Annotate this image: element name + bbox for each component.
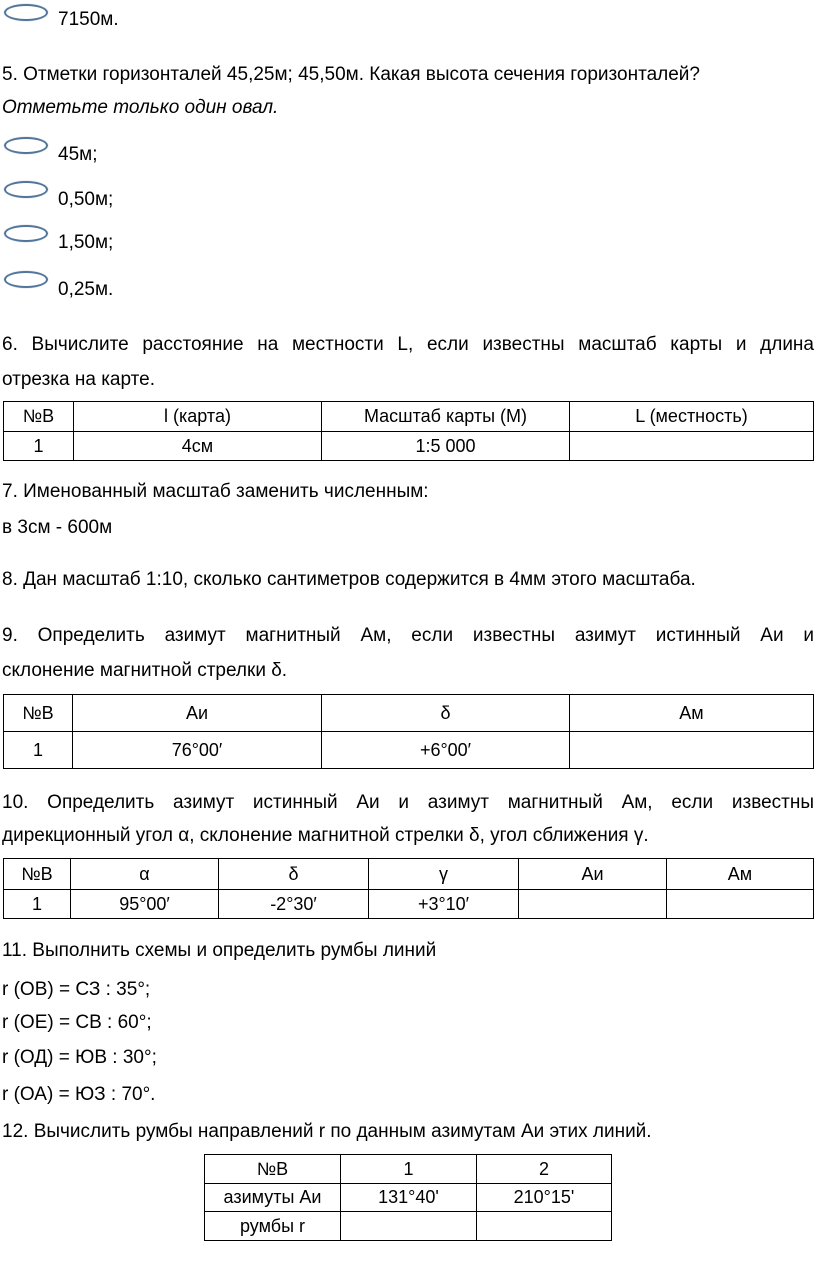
answer-cell[interactable] [569,731,814,769]
question-11: 11. Выполнить схемы и определить румбы л… [2,940,437,961]
question-7: 7. Именованный масштаб заменить численны… [2,481,429,502]
option-label: 0,25м. [58,279,114,300]
header-cell: L (местность) [569,401,814,432]
cell: -2°30′ [218,889,369,919]
header-cell: δ [218,858,369,890]
scale-table: №В l (карта) Масштаб карты (М) L (местность… [3,401,814,461]
direction-angle-table: №В α δ γ Аи Ам 1 95°00′ -2°30′ +3°10′ [3,858,814,919]
radio-oval[interactable] [4,4,48,21]
radio-oval[interactable] [4,225,48,242]
answer-cell[interactable] [666,889,814,919]
option-label: 7150м. [58,9,119,30]
rhumb-line: r (ОВ) = СЗ : 35°; [2,979,151,1000]
header-cell: Масштаб карты (М) [321,401,570,432]
cell: 95°00′ [70,889,219,919]
option-label: 1,50м; [58,232,114,253]
header-cell: Аи [518,858,667,890]
answer-cell[interactable] [569,431,814,461]
cell: +6°00′ [321,731,570,769]
question-6: 6. Вычислите расстояние на местности L, … [2,334,814,355]
rhumb-line: r (ОД) = ЮВ : 30°; [2,1047,157,1068]
header-cell: l (карта) [73,401,322,432]
question-10-cont: дирекционный угол α, склонение магнитной… [2,825,649,846]
header-cell: №В [3,858,71,890]
option-label: 0,50м; [58,189,114,210]
cell: 1:5 000 [321,431,570,461]
cell: 210°15' [476,1183,612,1212]
header-cell: δ [321,694,570,732]
header-cell: №В [3,694,73,732]
radio-oval[interactable] [4,137,48,154]
cell: 1 [3,731,73,769]
header-cell: α [70,858,219,890]
answer-cell[interactable] [476,1211,612,1241]
radio-oval[interactable] [4,271,48,288]
cell: 2 [476,1154,612,1184]
header-cell: Ам [666,858,814,890]
cell: №В [204,1154,341,1184]
rhumb-table: №В 1 2 азимуты Аи 131°40' 210°15' румбы r [204,1154,612,1241]
cell: румбы r [204,1211,341,1241]
azimuth-table: №В Аи δ Ам 1 76°00′ +6°00′ [3,694,814,769]
question-6-cont: отрезка на карте. [2,369,155,390]
cell: 1 [3,431,74,461]
header-cell: Ам [569,694,814,732]
header-cell: №В [3,401,74,432]
cell: 131°40' [340,1183,477,1212]
radio-oval[interactable] [4,181,48,198]
cell: 4см [73,431,322,461]
cell: 1 [340,1154,477,1184]
question-9-cont: склонение магнитной стрелки δ. [2,660,288,681]
header-cell: Аи [72,694,322,732]
cell: 1 [3,889,71,919]
cell: 76°00′ [72,731,322,769]
answer-cell[interactable] [340,1211,477,1241]
question-5: 5. Отметки горизонталей 45,25м; 45,50м. … [2,64,700,85]
question-10: 10. Определить азимут истинный Аи и азим… [2,792,814,813]
question-5-hint: Отметьте только один овал. [2,97,279,118]
question-8: 8. Дан масштаб 1:10, сколько сантиметров… [2,569,696,590]
cell: азимуты Аи [204,1183,341,1212]
rhumb-line: r (ОА) = ЮЗ : 70°. [2,1084,156,1105]
answer-cell[interactable] [518,889,667,919]
question-12: 12. Вычислить румбы направлений r по дан… [2,1121,652,1142]
question-9: 9. Определить азимут магнитный Ам, если … [2,625,814,646]
cell: +3°10′ [368,889,519,919]
option-label: 45м; [58,144,98,165]
header-cell: γ [368,858,519,890]
question-7-cont: в 3см - 600м [2,517,113,538]
rhumb-line: r (ОЕ) = СВ : 60°; [2,1012,152,1033]
